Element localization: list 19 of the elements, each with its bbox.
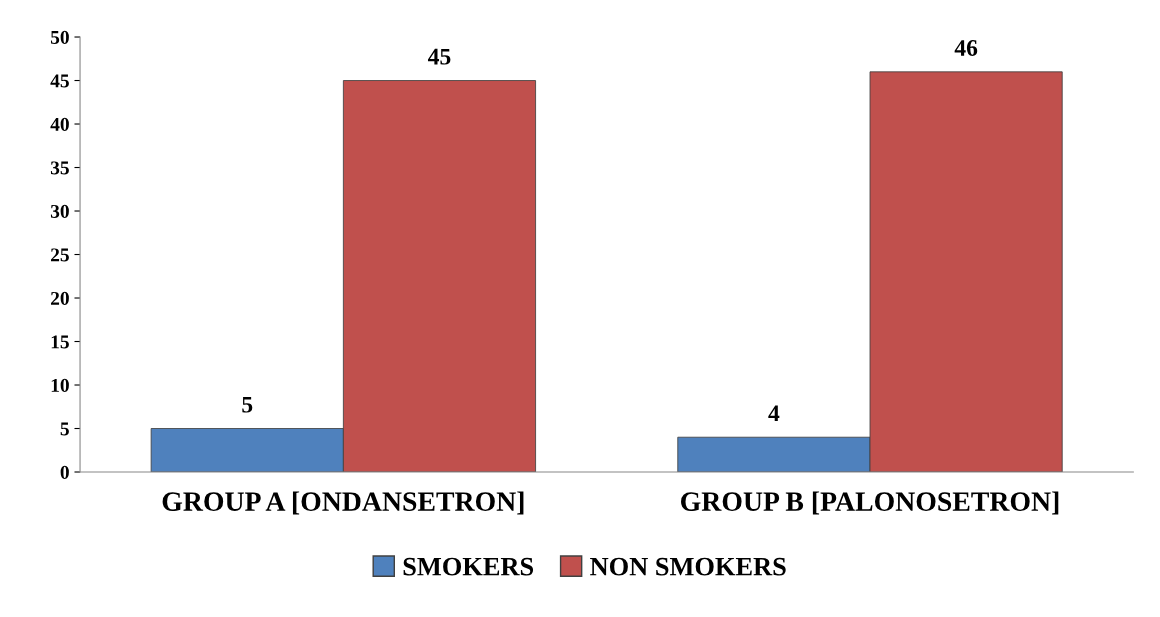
y-tick-label: 20 — [51, 291, 69, 305]
legend-label: NON SMOKERS — [590, 557, 786, 576]
data-label: 45 — [427, 48, 451, 65]
data-label: 5 — [242, 396, 253, 413]
y-tick-label: 30 — [50, 204, 69, 218]
y-tick-label: 50 — [50, 30, 69, 44]
y-tick-label: 0 — [60, 465, 69, 479]
legend-label: SMOKERS — [403, 557, 534, 576]
y-tick-label: 15 — [51, 335, 69, 349]
y-tick-label: 5 — [60, 422, 69, 436]
data-label: 46 — [954, 40, 978, 56]
y-tick-label: 45 — [50, 74, 69, 88]
x-tick-label: GROUP B [PALONOSETRON] — [681, 491, 1059, 515]
x-tick-label: GROUP A [ONDANSETRON] — [162, 491, 524, 515]
y-tick-label: 10 — [51, 378, 69, 392]
y-tick-label: 40 — [50, 117, 69, 131]
data-label: 4 — [768, 405, 780, 422]
y-tick-label: 35 — [50, 161, 69, 175]
y-tick-label: 25 — [51, 248, 69, 262]
